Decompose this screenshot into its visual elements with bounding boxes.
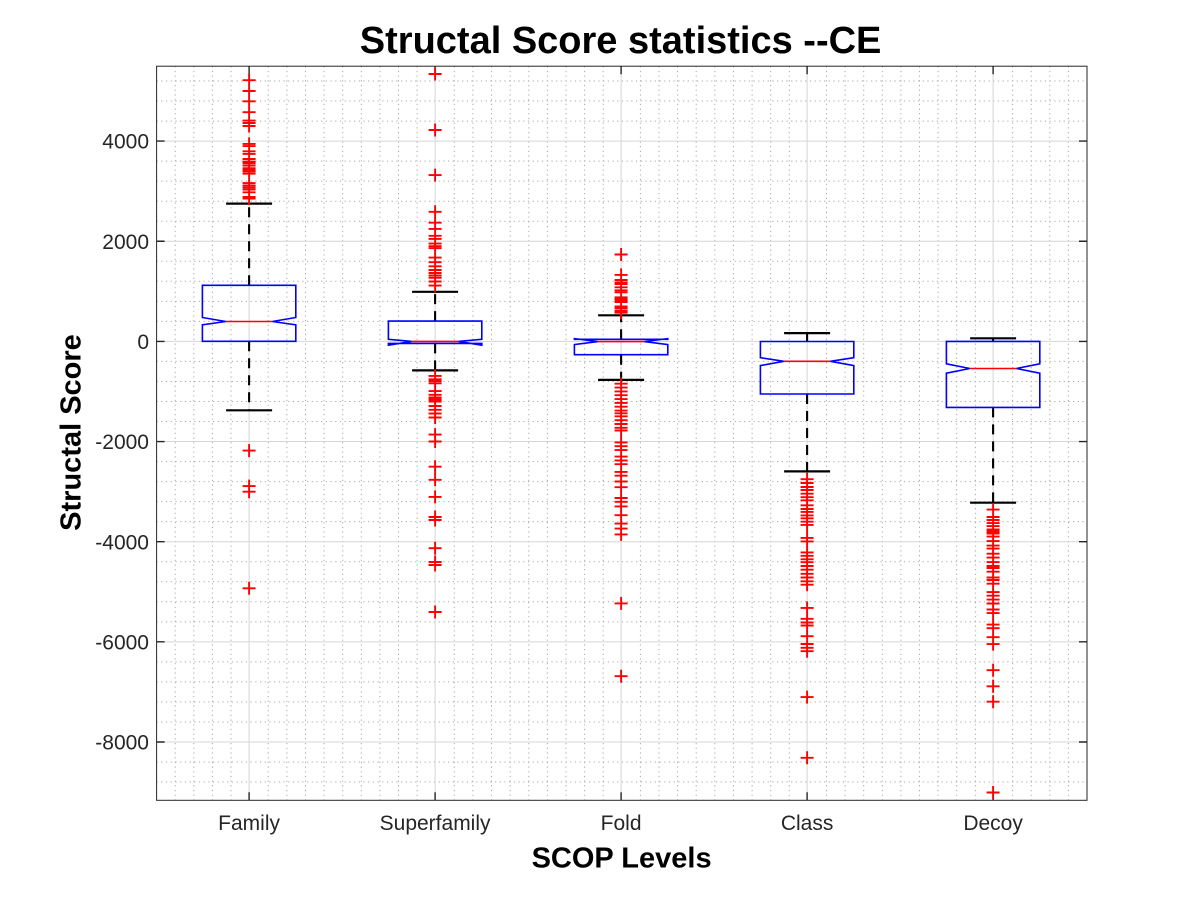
svg-text:Structal Score statistics --CE: Structal Score statistics --CE: [360, 20, 882, 62]
svg-text:-8000: -8000: [95, 732, 149, 755]
svg-text:Structal Score: Structal Score: [56, 334, 88, 531]
svg-text:Class: Class: [781, 812, 834, 835]
svg-text:4000: 4000: [102, 131, 149, 154]
svg-text:-2000: -2000: [95, 431, 149, 454]
svg-text:Fold: Fold: [601, 812, 642, 835]
svg-text:Superfamily: Superfamily: [380, 812, 491, 835]
svg-text:2000: 2000: [102, 231, 149, 254]
svg-text:SCOP Levels: SCOP Levels: [532, 843, 712, 875]
svg-text:-6000: -6000: [95, 632, 149, 655]
svg-text:Decoy: Decoy: [963, 812, 1023, 835]
svg-text:Family: Family: [218, 812, 280, 835]
svg-text:0: 0: [137, 331, 149, 354]
svg-text:-4000: -4000: [95, 531, 149, 554]
